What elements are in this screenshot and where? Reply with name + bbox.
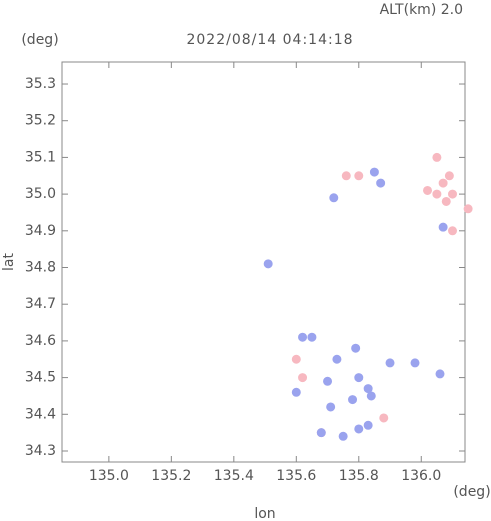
plot-frame [61, 61, 466, 463]
altitude: ALT(km) 2.0 [380, 2, 463, 18]
y-tick-label: 34.3 [25, 443, 56, 459]
chart-title: 2022/08/14 04:14:18 [186, 32, 353, 48]
y-tick-label: 34.7 [25, 296, 56, 312]
echo-point [298, 373, 308, 383]
echo-point [348, 395, 358, 405]
echo-point [307, 332, 317, 342]
echo-point [435, 369, 445, 379]
x-tick-label: 135.4 [214, 468, 254, 484]
x-tick-label: 135.8 [339, 468, 379, 484]
echo-point [354, 424, 364, 434]
x-tick-label: 136.0 [401, 468, 441, 484]
echo-point [316, 428, 326, 438]
y-tick-label: 34.4 [25, 406, 56, 422]
x-axis-label: lon [254, 506, 275, 521]
y-tick-label: 34.6 [25, 333, 56, 349]
echo-point [351, 343, 361, 353]
x-tick-label: 135.2 [151, 468, 191, 484]
echo-point [291, 354, 301, 364]
echo-point [376, 178, 386, 188]
echo-point [363, 420, 373, 430]
y-axis-label: lat [1, 253, 17, 271]
echo-point [438, 222, 448, 232]
y-tick-label: 35.1 [25, 149, 56, 165]
echo-point [354, 171, 364, 181]
echo-point [341, 171, 351, 181]
echo-point [385, 358, 395, 368]
echo-point [354, 373, 364, 383]
echo-point [263, 259, 273, 269]
echo-point [329, 193, 339, 203]
x-unit: (deg) [453, 484, 490, 500]
echo-point [379, 413, 389, 423]
x-tick-label: 135.0 [89, 468, 129, 484]
echo-point [369, 167, 379, 177]
echo-point [323, 376, 333, 386]
y-tick-label: 34.9 [25, 223, 56, 239]
x-tick-label: 135.6 [276, 468, 316, 484]
y-tick-label: 34.5 [25, 370, 56, 386]
echo-point [438, 178, 448, 188]
y-unit: (deg) [21, 32, 58, 48]
echo-point [444, 171, 454, 181]
echo-point [432, 152, 442, 162]
echo-point [326, 402, 336, 412]
y-tick-label: 35.2 [25, 113, 56, 129]
echo-point [298, 332, 308, 342]
echo-point [463, 204, 473, 214]
echo-point [448, 189, 458, 199]
echo-point [432, 189, 442, 199]
echo-point [423, 185, 433, 195]
echo-point [410, 358, 420, 368]
echo-point [332, 354, 342, 364]
echo-point [366, 391, 376, 401]
echo-point [338, 431, 348, 441]
echo-point [363, 384, 373, 394]
y-tick-label: 35.0 [25, 186, 56, 202]
echo-point [441, 196, 451, 206]
y-tick-label: 34.8 [25, 260, 56, 276]
echo-point [448, 226, 458, 236]
echo-point [291, 387, 301, 397]
y-tick-label: 35.3 [25, 76, 56, 92]
